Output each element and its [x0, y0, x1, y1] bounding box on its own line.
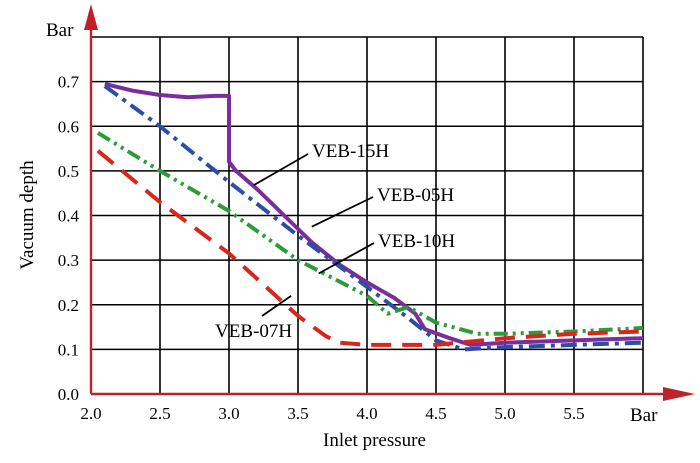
series-veb-10h — [96, 131, 644, 336]
x-axis-arrow — [663, 387, 695, 401]
x-tick-label: 4.5 — [425, 404, 446, 423]
callout-label-veb-15h: VEB-15H — [312, 141, 389, 162]
y-tick-label: 0.5 — [58, 162, 79, 181]
x-tick-label: 5.5 — [563, 404, 584, 423]
grid — [90, 36, 644, 395]
y-tick-label: 0.3 — [58, 251, 79, 270]
callout-leader-veb-07h — [261, 295, 292, 317]
callout-leader-veb-05h — [311, 196, 374, 228]
axes — [84, 4, 695, 401]
x-tick-label: 2.5 — [149, 404, 170, 423]
x-tick-label: 4.0 — [356, 404, 377, 423]
x-tick-label: 5.0 — [494, 404, 515, 423]
x-tick-label: 3.0 — [218, 404, 239, 423]
y-tick-label: 0.6 — [58, 117, 79, 136]
y-tick-label: 0.2 — [58, 296, 79, 315]
callout-leader-veb-15h — [253, 153, 309, 186]
callout-label-veb-10h: VEB-10H — [378, 231, 455, 252]
x-axis-label: Inlet pressure — [323, 430, 426, 451]
callout-label-veb-05h: VEB-05H — [377, 185, 454, 206]
callout-label-veb-07h: VEB-07H — [215, 321, 292, 342]
y-tick-label: 0.4 — [58, 207, 80, 226]
series-lines — [96, 81, 644, 352]
callouts: VEB-15H VEB-05H VEB-10H VEB-07H — [215, 141, 455, 342]
y-tick-label: 0.7 — [58, 73, 80, 92]
x-tick-label: 3.5 — [287, 404, 308, 423]
x-axis-unit: Bar — [630, 405, 658, 426]
callout-leader-veb-10h — [318, 242, 375, 275]
series-veb-15h — [104, 81, 644, 347]
series-veb-07h — [96, 149, 644, 347]
tick-labels: 2.0 2.5 3.0 3.5 4.0 4.5 5.0 5.5 0.0 0.1 0.2 0.3 0.4 0… — [58, 73, 585, 423]
y-axis-label: Vacuum depth — [17, 160, 38, 270]
y-axis-arrow — [84, 4, 98, 30]
y-tick-label: 0.1 — [58, 340, 79, 359]
y-tick-label: 0.0 — [58, 385, 79, 404]
y-axis-unit: Bar — [46, 20, 74, 41]
x-tick-label: 2.0 — [80, 404, 101, 423]
